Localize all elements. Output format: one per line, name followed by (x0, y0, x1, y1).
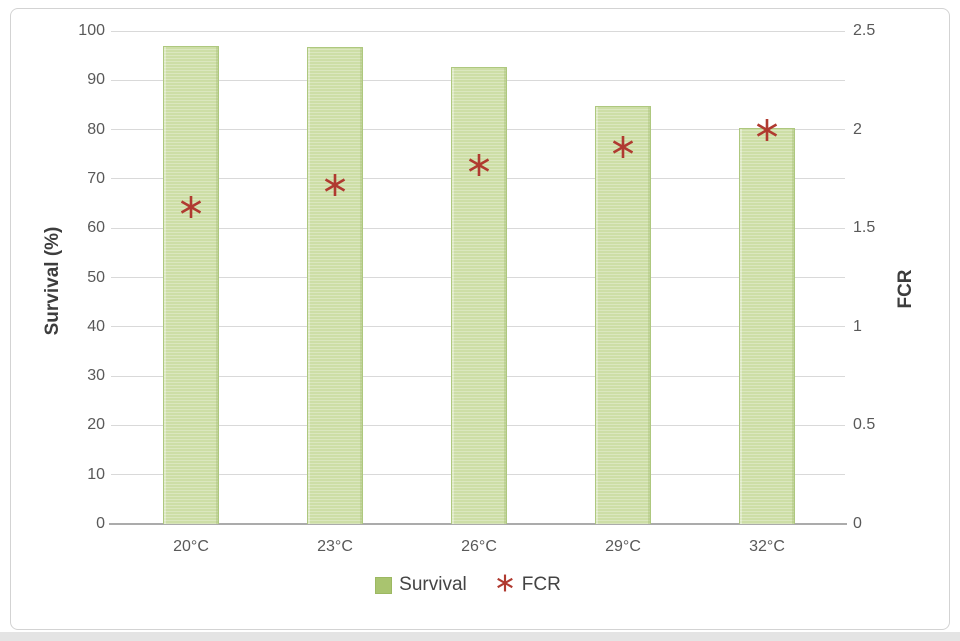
fcr-marker-23c (322, 172, 348, 198)
y2-axis-tick-label: 1.5 (853, 219, 876, 237)
x-axis-label: 20°C (173, 538, 209, 555)
fcr-marker-29c (610, 134, 636, 160)
page-bottom-strip (0, 632, 960, 641)
x-axis-line (109, 523, 847, 525)
y-axis-tick-label: 10 (87, 465, 105, 483)
y2-axis-tick-label: 2 (853, 120, 862, 138)
y-axis-tick-label: 100 (78, 22, 105, 39)
legend-label-fcr: FCR (521, 574, 561, 595)
survival-bar-23c (307, 47, 363, 524)
fcr-asterisk-icon (495, 573, 515, 598)
combo-chart: Survival (%) FCR Survival FCR 0 10 20 30 40 5… (11, 9, 949, 629)
y2-axis-tick-label: 0.5 (853, 416, 876, 434)
legend-item-fcr: FCR (495, 573, 561, 598)
fcr-marker-26c (466, 152, 492, 178)
survival-bar-20c (163, 45, 219, 524)
y-axis-tick-label: 80 (87, 120, 105, 138)
y2-axis-tick-label: 1 (853, 317, 862, 335)
y2-axis-tick-label: 2.5 (853, 22, 876, 39)
y2-axis-title: FCR (895, 269, 916, 309)
survival-swatch-icon (375, 576, 393, 594)
y2-axis-tick-label: 0 (853, 515, 862, 532)
legend-label-survival: Survival (399, 574, 467, 595)
fcr-marker-32c (754, 117, 780, 143)
x-axis-label: 26°C (461, 538, 497, 555)
legend: Survival FCR (0, 571, 937, 599)
survival-bar-32c (739, 128, 795, 524)
y-axis-tick-label: 20 (87, 416, 105, 434)
y-axis-tick-label: 50 (87, 268, 105, 286)
legend-item-survival: Survival (375, 574, 467, 596)
y-axis-tick-label: 30 (87, 367, 105, 385)
gridline (111, 30, 845, 32)
x-axis-label: 29°C (605, 538, 641, 555)
x-axis-label: 32°C (749, 538, 785, 555)
survival-bar-29c (595, 106, 651, 524)
y-axis-tick-label: 40 (87, 317, 105, 335)
y-axis-tick-label: 90 (87, 71, 105, 89)
survival-bar-26c (451, 66, 507, 524)
y-axis-tick-label: 70 (87, 169, 105, 187)
chart-card: Survival (%) FCR Survival FCR 0 10 20 30 40 5… (10, 8, 950, 630)
x-axis-label: 23°C (317, 538, 353, 555)
y-axis-tick-label: 0 (96, 515, 105, 532)
fcr-marker-20c (178, 194, 204, 220)
y-axis-tick-label: 60 (87, 219, 105, 237)
